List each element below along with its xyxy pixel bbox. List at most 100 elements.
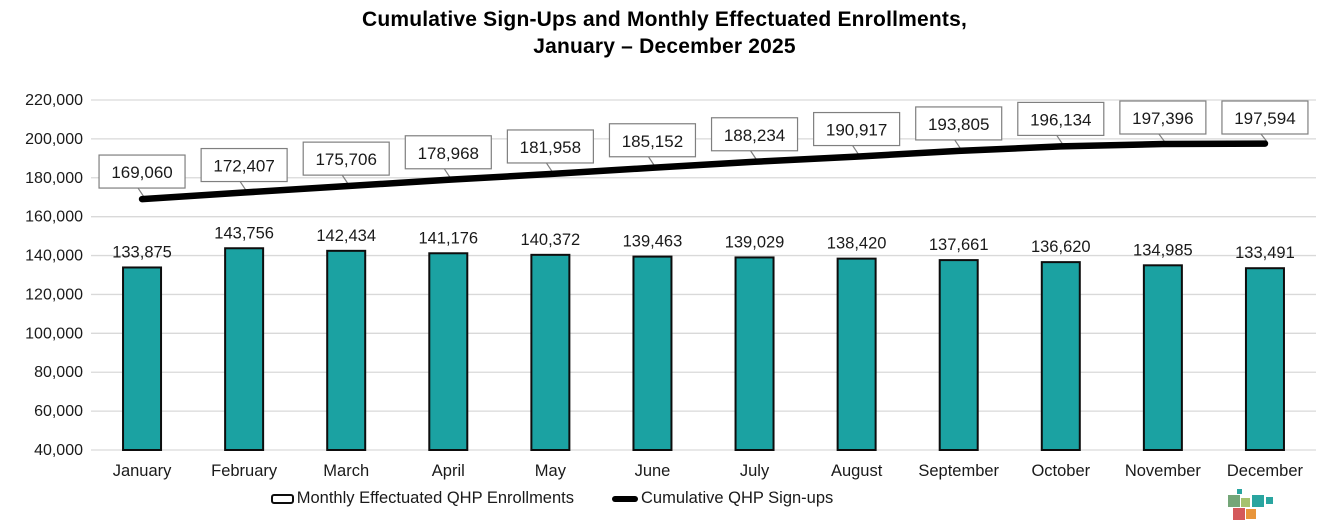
- label-leader-line: [1056, 135, 1064, 145]
- signup-value-label: 190,917: [826, 121, 887, 140]
- y-tick-label: 120,000: [25, 286, 83, 303]
- x-tick-label-june: June: [635, 462, 671, 480]
- signup-label-box: [813, 111, 901, 147]
- signup-value-label: 175,706: [315, 150, 376, 169]
- logo-square-icon: [1237, 489, 1242, 494]
- signup-label-box: [506, 129, 594, 164]
- bar-value-label: 134,985: [1133, 241, 1193, 259]
- signup-label-box: [302, 141, 390, 176]
- label-leader-line: [1260, 133, 1268, 142]
- bar-value-label: 133,875: [112, 243, 172, 261]
- mosaic-squares-logo-icon: [1222, 486, 1278, 524]
- chart-title: Cumulative Sign-Ups and Monthly Effectua…: [0, 6, 1329, 60]
- signup-label-box: [200, 147, 288, 183]
- label-leader-line: [137, 187, 145, 198]
- cumulative-signups-line: [138, 140, 1269, 203]
- bar-december: [1244, 267, 1285, 451]
- signup-value-label: 197,594: [1234, 109, 1295, 128]
- bar-value-label: 143,756: [214, 224, 274, 242]
- label-leader-line: [1158, 133, 1166, 143]
- x-tick-label-april: April: [432, 462, 465, 480]
- signup-value-label: 193,805: [928, 115, 989, 134]
- signup-label-box: [608, 123, 697, 158]
- bar-value-label: 138,420: [827, 235, 887, 253]
- x-tick-label-march: March: [323, 462, 369, 480]
- signup-label-box: [1221, 100, 1309, 135]
- signup-label-box: [915, 106, 1003, 141]
- line-swatch-icon: [612, 495, 638, 502]
- legend-item-signups: Cumulative QHP Sign-ups: [612, 489, 833, 508]
- chart-title-line2: January – December 2025: [533, 35, 796, 58]
- bar-value-label: 139,029: [725, 233, 785, 251]
- signup-value-label: 196,134: [1030, 110, 1091, 129]
- bar-value-label: 141,176: [418, 229, 478, 247]
- signup-label-box: [404, 135, 492, 170]
- x-tick-label-may: May: [535, 462, 567, 480]
- label-leader-line: [852, 145, 860, 155]
- bar-value-label: 139,463: [623, 233, 683, 251]
- legend-item-enrollments: Monthly Effectuated QHP Enrollments: [270, 489, 574, 508]
- x-tick-label-august: August: [831, 462, 883, 480]
- logo-square-icon: [1233, 508, 1245, 520]
- signup-label-box: [1119, 100, 1207, 135]
- label-leader-line: [954, 139, 962, 150]
- bar-july: [734, 256, 775, 451]
- bar-january: [122, 266, 163, 451]
- logo-square-icon: [1228, 495, 1240, 507]
- signup-value-label: 188,234: [724, 126, 785, 145]
- label-leader-line: [443, 168, 451, 179]
- x-tick-label-october: October: [1031, 462, 1090, 480]
- bar-value-label: 140,372: [521, 231, 581, 249]
- logo-square-icon: [1266, 497, 1273, 504]
- bar-september: [938, 259, 979, 451]
- signup-label-box: [1017, 101, 1105, 137]
- signup-value-label: 172,407: [213, 157, 274, 176]
- y-tick-label: 80,000: [34, 364, 83, 381]
- signup-value-label: 185,152: [622, 132, 683, 151]
- x-tick-label-july: July: [740, 462, 770, 480]
- x-tick-label-november: November: [1125, 462, 1202, 480]
- logo-square-icon: [1246, 509, 1256, 519]
- y-tick-label: 140,000: [25, 248, 83, 265]
- y-tick-label: 180,000: [25, 170, 83, 187]
- legend-label-enrollments: Monthly Effectuated QHP Enrollments: [296, 489, 574, 507]
- x-tick-label-september: September: [918, 462, 999, 480]
- bar-june: [632, 255, 673, 452]
- y-tick-label: 60,000: [34, 403, 83, 420]
- y-tick-label: 200,000: [25, 131, 83, 148]
- bar-may: [530, 253, 571, 451]
- y-tick-label: 160,000: [25, 209, 83, 226]
- bar-august: [836, 257, 877, 451]
- bar-value-label: 133,491: [1235, 244, 1295, 262]
- y-tick-label: 220,000: [25, 92, 83, 109]
- bar-november: [1142, 264, 1183, 451]
- logo-square-icon: [1241, 498, 1250, 507]
- x-tick-label-december: December: [1227, 462, 1304, 480]
- y-tick-label: 40,000: [34, 442, 83, 459]
- label-leader-line: [341, 174, 349, 185]
- legend: Monthly Effectuated QHP Enrollments Cumu…: [0, 489, 1104, 508]
- chart-title-line1: Cumulative Sign-Ups and Monthly Effectua…: [361, 8, 968, 31]
- signup-value-label: 178,968: [418, 144, 479, 163]
- x-tick-label-january: January: [113, 462, 172, 480]
- y-tick-label: 100,000: [25, 325, 83, 342]
- logo-square-icon: [1252, 495, 1264, 507]
- bar-february: [224, 247, 265, 451]
- bar-april: [428, 252, 469, 451]
- signup-label-box: [98, 154, 186, 189]
- label-leader-line: [647, 156, 655, 167]
- signup-value-label: 169,060: [111, 163, 172, 182]
- bar-swatch-icon: [270, 493, 294, 504]
- bar-value-label: 142,434: [316, 227, 376, 245]
- signup-value-label: 181,958: [520, 138, 581, 157]
- label-leader-line: [545, 162, 553, 173]
- bar-march: [326, 249, 367, 451]
- x-tick-label-february: February: [211, 462, 278, 480]
- bar-october: [1040, 261, 1081, 451]
- label-leader-line: [750, 150, 758, 161]
- bar-value-label: 137,661: [929, 236, 989, 254]
- bar-value-label: 136,620: [1031, 238, 1091, 256]
- label-leader-line: [239, 181, 247, 191]
